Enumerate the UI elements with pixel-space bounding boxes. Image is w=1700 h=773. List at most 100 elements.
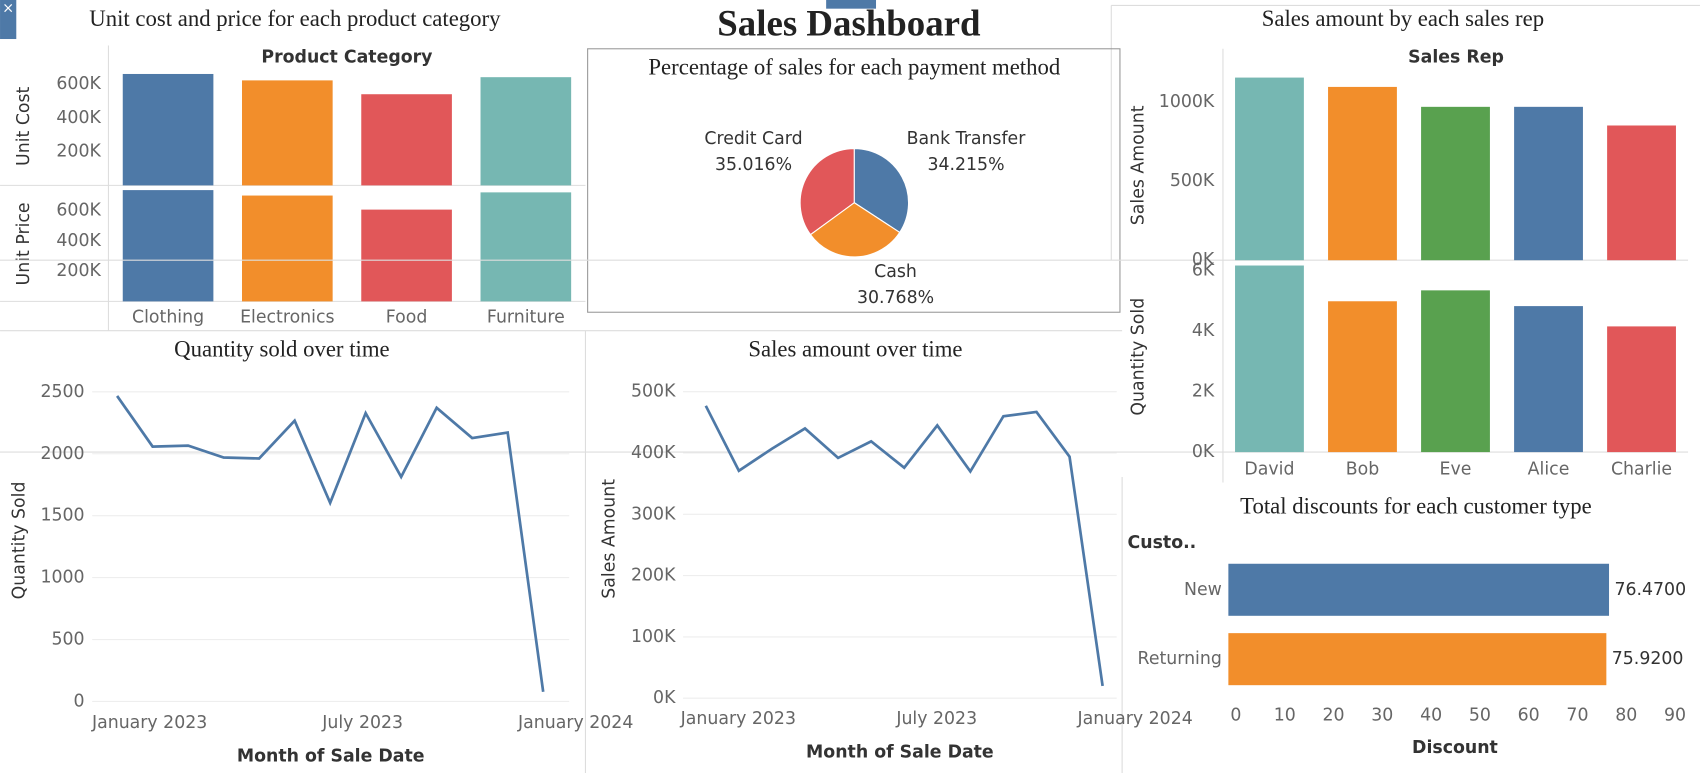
close-button[interactable] [0,0,17,40]
y-tick-label: 1000K [1159,92,1215,112]
bar [1421,290,1490,453]
line [704,405,1104,687]
bar [1328,301,1397,453]
y-tick-label: 0 [74,691,85,711]
x-tick-label: 90 [1664,706,1686,726]
y-tick-label: 0K [653,688,676,708]
x-tick-label: July 2023 [895,709,977,729]
bar [1235,77,1304,261]
panel-label: Unit Cost [14,86,34,166]
y-tick-label: 6K [1192,260,1215,280]
y-tick-label: 2500 [40,382,84,402]
panel-header: Product Category [261,47,432,67]
x-tick-label: July 2023 [321,713,403,733]
x-tick-label: Food [386,308,428,328]
chart-title: Quantity sold over time [174,336,389,361]
category-label: Returning [1138,649,1222,669]
y-tick-label: 100K [631,627,676,647]
x-tick-label: Alice [1528,459,1570,479]
chart-title: Sales amount by each sales rep [1262,6,1544,31]
y-tick-label: 200K [56,261,101,281]
bar [1514,106,1583,261]
bar [122,190,214,302]
x-tick-label: January 2023 [91,713,207,733]
y-axis-label: Sales Amount [599,479,619,599]
handle[interactable] [826,0,877,9]
y-tick-label: 1500 [40,506,84,526]
dashboard-title: Sales Dashboard [717,3,981,44]
y-tick-label: 400K [56,108,101,128]
y-tick-label: 500K [631,382,676,402]
x-tick-label: January 2023 [680,709,796,729]
x-axis-label: Month of Sale Date [237,747,425,767]
bar [1607,326,1676,453]
x-tick-label: Charlie [1611,459,1672,479]
y-tick-label: 300K [631,504,676,524]
bar [1228,633,1607,686]
y-tick-label: 200K [56,142,101,162]
y-tick-label: 600K [56,74,101,94]
slice-label: Bank Transfer [907,129,1027,149]
y-axis-label: Quantity Sold [10,482,30,600]
slice-label: Cash [874,262,917,282]
x-axis-label: Month of Sale Date [806,742,994,762]
bar [242,80,333,186]
chart-title: Percentage of sales for each payment met… [648,55,1060,80]
panel-header: Sales Rep [1408,47,1504,67]
y-tick-label: 0K [1192,442,1215,462]
bar [1328,86,1397,261]
x-tick-label: January 2024 [517,713,633,733]
x-tick-label: David [1244,459,1294,479]
value-label: 76.4700 [1614,580,1686,600]
y-tick-label: 4K [1192,321,1215,341]
x-tick-label: 40 [1420,706,1442,726]
bar [361,94,452,186]
x-tick-label: Clothing [132,308,204,328]
line [116,395,545,692]
bar [1228,563,1610,616]
y-tick-label: 400K [631,443,676,463]
panel-label: Sales Amount [1128,105,1148,225]
panel-label: Unit Price [14,202,34,285]
y-tick-label: 400K [56,231,101,251]
close-icon: × [2,1,14,17]
slice-value: 30.768% [857,288,934,308]
y-tick-label: 2K [1192,382,1215,402]
x-axis-label: Discount [1412,738,1498,758]
bar [1235,265,1304,453]
y-tick-label: 0K [1192,250,1215,270]
x-tick-label: January 2024 [1076,709,1192,729]
x-tick-label: Furniture [487,308,565,328]
chart-title: Total discounts for each customer type [1240,494,1592,519]
x-tick-label: 0 [1230,706,1241,726]
x-tick-label: 60 [1518,706,1540,726]
x-tick-label: 70 [1566,706,1588,726]
pie-slice [799,147,855,236]
chart-title: Sales amount over time [748,336,962,361]
bar [480,192,572,302]
x-tick-label: 50 [1469,706,1491,726]
y-tick-label: 600K [56,201,101,221]
bar [480,77,572,186]
y-tick-label: 500 [52,630,85,650]
bar [361,209,452,302]
pie-frame [587,48,1121,313]
y-tick-label: 2000 [40,444,84,464]
slice-value: 34.215% [927,155,1004,175]
slice-label: Credit Card [704,129,802,149]
value-label: 75.9200 [1612,649,1684,669]
x-tick-label: 20 [1323,706,1345,726]
x-tick-label: Electronics [240,308,334,328]
bar [1421,106,1490,261]
bar [122,73,214,186]
chart-title: Unit cost and price for each product cat… [89,6,501,31]
x-tick-label: 10 [1274,706,1296,726]
bar [1607,125,1676,261]
pie-slice [809,202,901,258]
panel-header: Custo.. [1128,533,1197,553]
category-label: New [1184,580,1222,600]
x-tick-label: 30 [1371,706,1393,726]
x-tick-label: 80 [1615,706,1637,726]
x-tick-label: Eve [1440,459,1472,479]
